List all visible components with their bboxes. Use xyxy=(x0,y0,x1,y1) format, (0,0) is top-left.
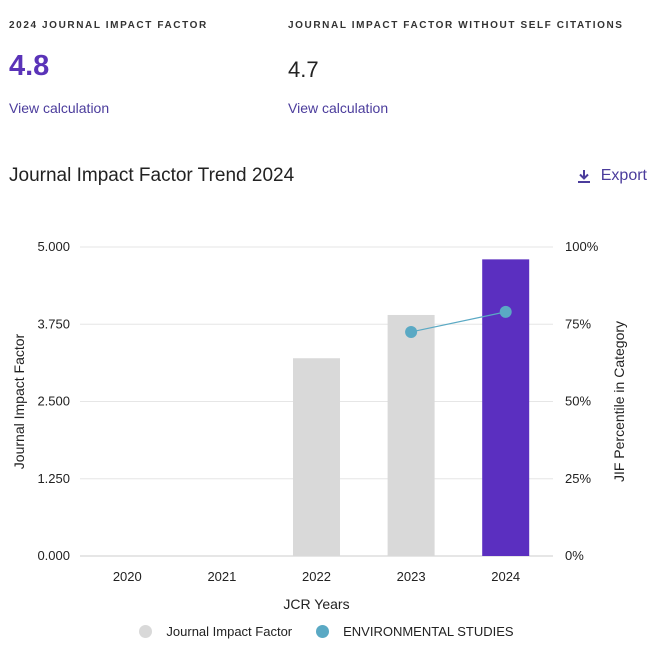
jif-value: 4.8 xyxy=(9,50,50,82)
y-tick-label-left: 5.000 xyxy=(37,239,70,254)
trend-title: Journal Impact Factor Trend 2024 xyxy=(9,165,295,186)
y-tick-label-right: 100% xyxy=(565,239,599,254)
bar-2024[interactable] xyxy=(482,259,530,556)
jif-without-self-citations-value: 4.7 xyxy=(288,57,319,82)
x-tick-label: 2024 xyxy=(491,569,520,584)
y-tick-label-right: 25% xyxy=(565,471,591,486)
legend-label: ENVIRONMENTAL STUDIES xyxy=(343,624,514,639)
y-tick-label-left: 2.500 xyxy=(37,394,70,409)
chart-legend: Journal Impact Factor ENVIRONMENTAL STUD… xyxy=(0,624,653,639)
y-axis-label-left: Journal Impact Factor xyxy=(11,333,27,469)
export-label: Export xyxy=(600,167,647,184)
y-tick-label-right: 50% xyxy=(565,394,591,409)
bar-2023[interactable] xyxy=(387,314,435,556)
x-tick-label: 2022 xyxy=(302,569,331,584)
y-tick-label-left: 3.750 xyxy=(37,316,70,331)
jif-view-calculation-link[interactable]: View calculation xyxy=(9,100,110,116)
x-tick-label: 2020 xyxy=(113,569,142,584)
percentile-point-2024[interactable] xyxy=(499,305,512,318)
jif-trend-chart: 0.000 1.250 2.500 3.750 5.000 0% 25% 50% 75% 100… xyxy=(11,239,627,612)
legend-item-jif[interactable]: Journal Impact Factor xyxy=(139,624,292,639)
y-tick-label-right: 0% xyxy=(565,548,584,563)
percentile-line xyxy=(410,311,506,333)
export-button[interactable]: Export xyxy=(577,167,647,185)
jif-without-self-citations-label: JOURNAL IMPACT FACTOR WITHOUT SELF CITAT… xyxy=(288,20,624,31)
y-tick-label-left: 1.250 xyxy=(37,471,70,486)
y-tick-label-right: 75% xyxy=(565,316,591,331)
legend-label: Journal Impact Factor xyxy=(166,624,293,639)
percentile-point-2023[interactable] xyxy=(405,325,418,338)
y-tick-label-left: 0.000 xyxy=(37,548,70,563)
download-icon xyxy=(577,169,591,184)
bar-2022[interactable] xyxy=(293,358,340,556)
x-tick-label: 2021 xyxy=(207,569,236,584)
legend-item-environmental-studies[interactable]: ENVIRONMENTAL STUDIES xyxy=(316,624,514,639)
x-axis-label: JCR Years xyxy=(283,596,349,612)
jif-label: 2024 JOURNAL IMPACT FACTOR xyxy=(9,20,208,31)
x-tick-label: 2023 xyxy=(397,569,426,584)
y-axis-label-right: JIF Percentile in Category xyxy=(611,321,627,482)
legend-dot xyxy=(316,625,330,638)
jif-without-self-citations-view-calculation-link[interactable]: View calculation xyxy=(288,100,389,116)
legend-dot xyxy=(139,625,153,638)
